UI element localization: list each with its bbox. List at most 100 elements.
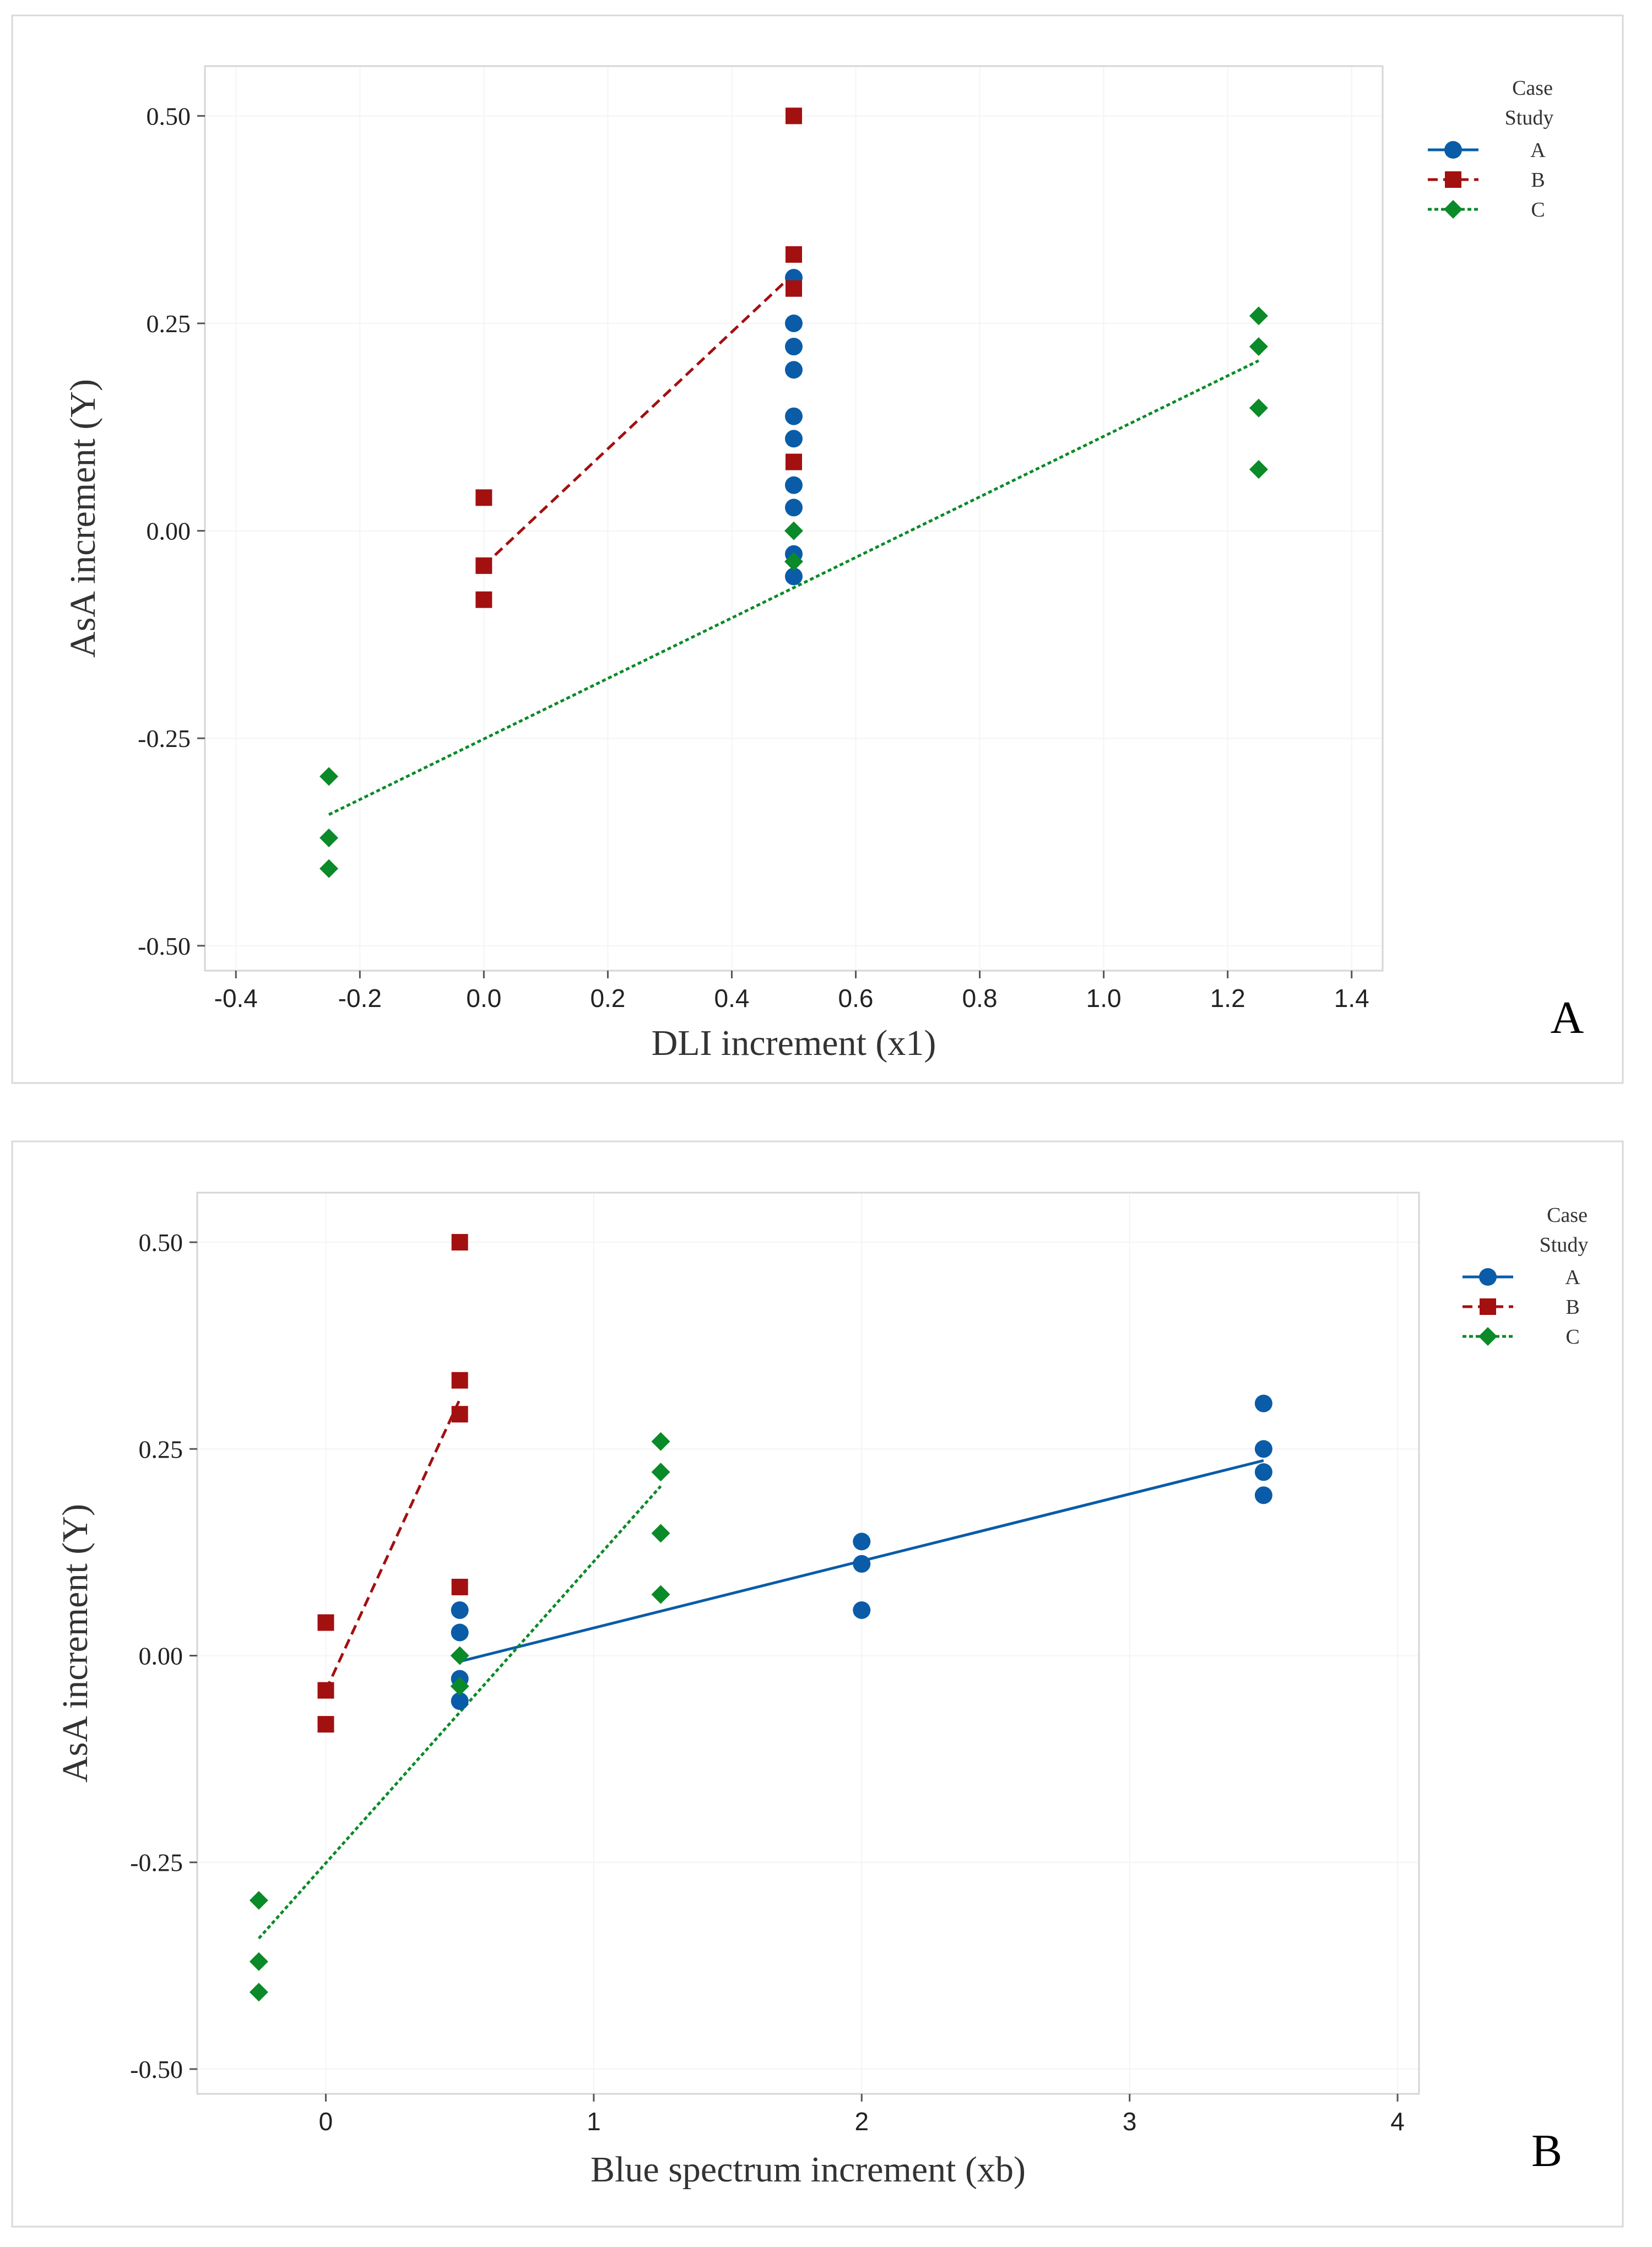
x-tick-label: 4 xyxy=(1390,2107,1405,2136)
data-point-b xyxy=(475,591,492,608)
data-point-a xyxy=(785,430,803,448)
data-point-b xyxy=(475,489,492,506)
legend-entry-label: A xyxy=(1530,139,1546,162)
data-point-b xyxy=(451,1578,468,1595)
data-point-a xyxy=(1254,1486,1272,1504)
data-point-c xyxy=(249,1952,268,1971)
y-tick-label: -0.50 xyxy=(130,2055,183,2083)
legend-entry-label: C xyxy=(1566,1325,1579,1349)
data-point-c xyxy=(450,1677,469,1696)
legend-entry-label: B xyxy=(1566,1296,1579,1319)
y-tick-label: 0.50 xyxy=(147,102,191,130)
data-point-b xyxy=(317,1716,334,1733)
x-tick-label: -0.2 xyxy=(338,984,382,1012)
x-tick-label: 0.8 xyxy=(962,984,998,1012)
y-tick-label: -0.25 xyxy=(138,724,191,752)
x-tick-label: 1.0 xyxy=(1086,984,1122,1012)
legend-entry-label: C xyxy=(1531,198,1545,221)
data-point-a xyxy=(785,476,803,494)
legend-marker-c xyxy=(1444,200,1463,219)
data-point-b xyxy=(451,1234,468,1251)
data-point-a xyxy=(853,1533,871,1551)
legend-entry-label: A xyxy=(1565,1266,1580,1289)
data-point-c xyxy=(651,1585,670,1604)
legend-marker-a xyxy=(1479,1268,1497,1286)
data-point-b xyxy=(786,453,802,470)
legend-entry-label: B xyxy=(1531,169,1545,192)
y-tick-label: 0.25 xyxy=(147,310,191,338)
x-tick-label: 0.2 xyxy=(590,984,625,1012)
data-point-c xyxy=(784,552,803,571)
y-axis-title: AsA increment (Y) xyxy=(55,1504,95,1783)
data-point-c xyxy=(450,1646,469,1665)
panel-frame xyxy=(11,14,1624,1084)
data-point-a xyxy=(785,567,803,586)
data-point-b xyxy=(475,557,492,574)
data-point-a xyxy=(853,1601,871,1619)
x-tick-label: 1.4 xyxy=(1334,984,1369,1012)
panel-label: B xyxy=(1531,2125,1562,2176)
y-tick-label: 0.50 xyxy=(139,1228,183,1257)
data-point-a xyxy=(451,1601,469,1619)
x-tick-label: 1.2 xyxy=(1210,984,1245,1012)
y-tick-label: 0.00 xyxy=(139,1642,183,1670)
legend-marker-a xyxy=(1444,141,1462,159)
legend: Case Study ABC xyxy=(1428,77,1553,221)
data-point-a xyxy=(785,338,803,356)
data-point-c xyxy=(249,1891,268,1910)
legend: Case Study ABC xyxy=(1463,1204,1588,1349)
x-tick-label: 2 xyxy=(854,2107,869,2136)
y-tick-label: 0.25 xyxy=(139,1435,183,1463)
data-point-c xyxy=(319,828,339,847)
legend-title: Case xyxy=(1547,1204,1588,1227)
y-tick-label: 0.00 xyxy=(147,517,191,545)
data-point-c xyxy=(651,1524,670,1543)
data-point-c xyxy=(651,1463,670,1482)
data-point-c xyxy=(1249,460,1268,479)
data-point-c xyxy=(1249,337,1268,356)
data-point-b xyxy=(786,280,802,297)
plot-area xyxy=(204,65,1384,972)
x-axis-title: Blue spectrum increment (xb) xyxy=(591,2149,1026,2190)
legend-marker-b xyxy=(1445,171,1461,188)
fit-line-c xyxy=(328,359,1260,816)
x-axis-title: DLI increment (x1) xyxy=(652,1023,936,1063)
y-tick-label: -0.50 xyxy=(138,932,191,960)
data-point-c xyxy=(651,1432,670,1451)
legend-title: Study xyxy=(1505,106,1554,129)
chart-panel-b: -0.50 -0.25 0.00 0.25 0.50 0 1 2 3 4 Blue spectrum… xyxy=(11,1140,1624,2228)
x-tick-label: 3 xyxy=(1123,2107,1137,2136)
data-point-a xyxy=(785,361,803,379)
x-tick-label: 1 xyxy=(587,2107,601,2136)
fit-line-c xyxy=(258,1485,662,1940)
data-point-b xyxy=(317,1614,334,1631)
data-point-b xyxy=(786,107,802,124)
legend-title: Case xyxy=(1512,77,1553,100)
panel-label: A xyxy=(1551,992,1584,1043)
x-tick-label: 0 xyxy=(319,2107,333,2136)
data-point-b xyxy=(451,1406,468,1423)
data-point-a xyxy=(1254,1394,1272,1412)
x-tick-label: 0.4 xyxy=(714,984,749,1012)
data-point-c xyxy=(319,859,339,878)
data-point-c xyxy=(249,1983,268,2002)
fit-line-b xyxy=(483,272,795,567)
data-point-a xyxy=(853,1555,871,1573)
panel-frame xyxy=(11,1140,1624,2228)
data-point-a xyxy=(1254,1463,1272,1481)
data-point-a xyxy=(1254,1440,1272,1458)
data-point-a xyxy=(451,1623,469,1642)
data-point-b xyxy=(451,1372,468,1389)
data-point-a xyxy=(785,499,803,517)
legend-marker-c xyxy=(1478,1327,1497,1346)
legend-title: Study xyxy=(1540,1233,1589,1257)
y-tick-label: -0.25 xyxy=(130,1849,183,1877)
data-point-c xyxy=(1249,306,1268,326)
x-tick-label: 0.0 xyxy=(466,984,501,1012)
data-point-a xyxy=(785,314,803,332)
data-point-a xyxy=(451,1692,469,1710)
data-point-b xyxy=(317,1682,334,1699)
data-point-c xyxy=(784,521,803,540)
data-point-a xyxy=(785,407,803,425)
